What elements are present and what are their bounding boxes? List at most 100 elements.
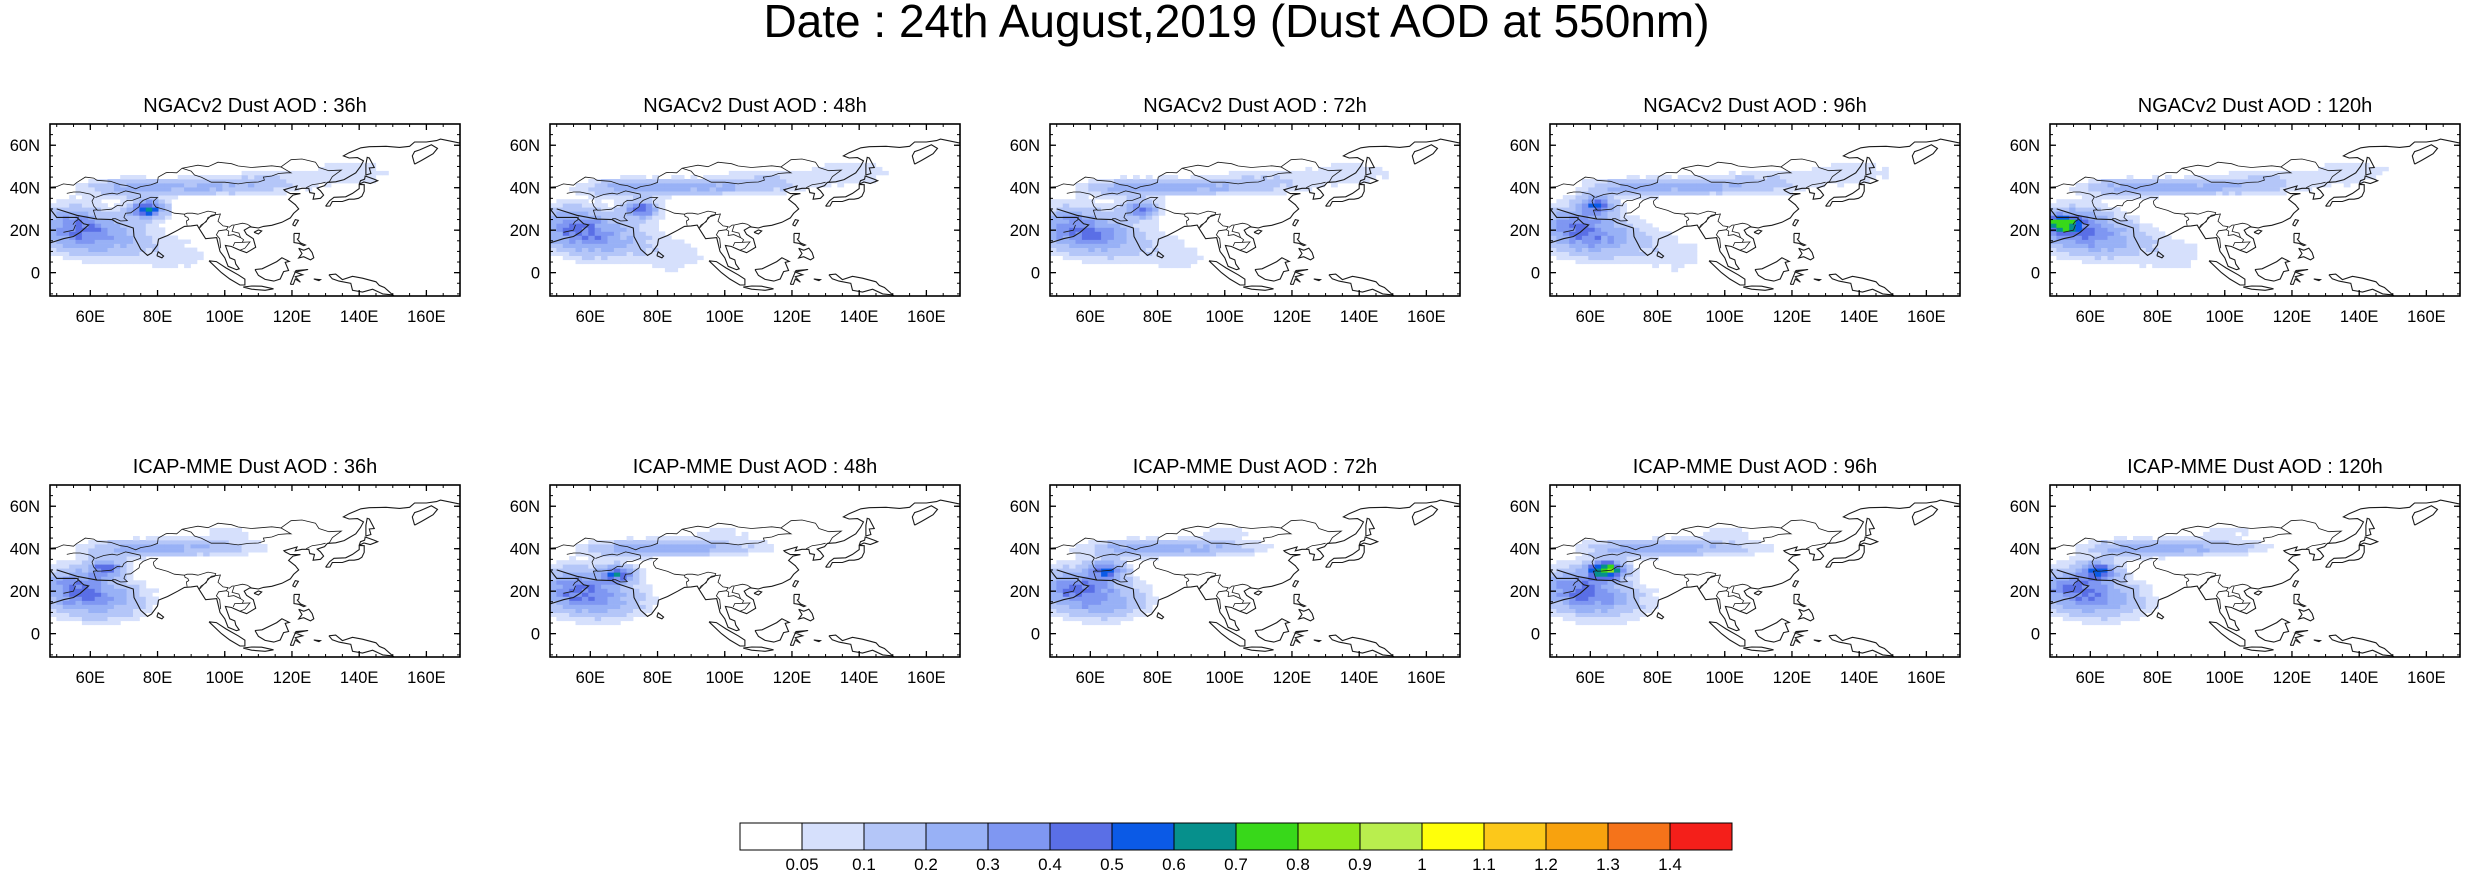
aod-cell <box>1139 548 1147 553</box>
coastline <box>1292 218 1300 227</box>
aod-cell <box>1094 227 1102 232</box>
aod-cell <box>235 183 242 188</box>
aod-cell <box>626 600 634 605</box>
aod-cell <box>75 548 83 553</box>
aod-cell <box>139 548 147 553</box>
aod-cell <box>1633 227 1640 232</box>
aod-cell <box>594 600 602 605</box>
aod-cell <box>107 596 115 601</box>
aod-cell <box>2088 219 2096 224</box>
aod-cell <box>1101 183 1108 188</box>
aod-cell <box>113 540 121 545</box>
aod-cell <box>133 203 140 208</box>
aod-cell <box>1575 219 1583 224</box>
aod-cell <box>1152 239 1159 244</box>
aod-cell <box>2362 175 2370 180</box>
aod-cell <box>875 166 883 172</box>
country-border <box>2198 213 2229 249</box>
aod-cell <box>139 600 147 605</box>
aod-cell <box>2120 239 2127 244</box>
aod-cell <box>2133 235 2140 240</box>
aod-cell <box>260 548 268 553</box>
aod-cell <box>1094 219 1102 224</box>
aod-cell <box>267 170 274 176</box>
aod-cell <box>1062 255 1070 261</box>
aod-cell <box>69 592 76 597</box>
aod-cell <box>703 179 710 184</box>
aod-cell <box>594 620 602 626</box>
aod-cell <box>158 207 166 212</box>
aod-cell <box>2139 187 2147 192</box>
aod-cell <box>1075 612 1083 617</box>
aod-cell <box>1094 251 1102 256</box>
aod-cell <box>1267 544 1274 549</box>
aod-cell <box>1088 223 1096 228</box>
aod-cell <box>203 187 210 192</box>
aod-cell <box>107 259 115 265</box>
aod-cell <box>1081 207 1089 212</box>
aod-cell <box>1107 572 1115 577</box>
aod-cell <box>81 199 89 204</box>
aod-cell <box>1171 251 1179 256</box>
aod-cell <box>88 247 96 252</box>
aod-cell <box>2088 215 2096 220</box>
aod-cell <box>2062 231 2070 236</box>
aod-cell <box>850 170 857 176</box>
aod-cell <box>735 540 742 545</box>
aod-cell <box>139 187 147 192</box>
aod-cell <box>88 203 96 208</box>
aod-cell <box>1101 187 1108 192</box>
aod-cell <box>2069 203 2076 208</box>
aod-cell <box>2139 259 2147 265</box>
aod-cell <box>1273 191 1281 196</box>
aod-cell <box>1684 247 1691 252</box>
aod-cell <box>133 231 140 236</box>
aod-cell <box>588 187 596 192</box>
aod-cell <box>2094 211 2102 216</box>
aod-cell <box>581 239 589 244</box>
aod-cell <box>562 604 570 609</box>
aod-cell <box>550 231 557 236</box>
country-border <box>50 158 343 190</box>
aod-cell <box>2133 255 2140 261</box>
aod-cell <box>139 227 147 232</box>
aod-cell <box>1818 179 1825 184</box>
aod-cell <box>1164 175 1172 180</box>
aod-cell <box>2247 170 2255 176</box>
coastline <box>1789 268 1809 285</box>
aod-cell <box>607 247 615 252</box>
aod-cell <box>1126 616 1134 622</box>
aod-cell <box>556 239 564 244</box>
aod-cell <box>1126 191 1134 196</box>
aod-cell <box>247 183 255 188</box>
aod-cell <box>1139 211 1147 216</box>
aod-cell <box>1107 255 1115 261</box>
aod-cell <box>620 540 627 545</box>
aod-cell <box>139 195 147 200</box>
y-tick-label: 60N <box>510 137 540 155</box>
aod-cell <box>588 576 596 581</box>
aod-cell <box>1145 235 1153 240</box>
aod-cell <box>222 540 230 545</box>
aod-cell <box>2337 170 2345 176</box>
aod-cell <box>1677 183 1685 188</box>
aod-cell <box>1626 251 1634 256</box>
aod-cell <box>645 536 653 541</box>
aod-cell <box>703 552 710 557</box>
aod-cell <box>133 175 140 180</box>
aod-cell <box>2056 251 2064 256</box>
aod-cell <box>2094 187 2102 192</box>
aod-cell <box>1126 231 1134 236</box>
aod-cell <box>1556 243 1564 248</box>
coastline <box>2289 268 2309 285</box>
country-border <box>1572 216 1579 225</box>
aod-cell <box>2171 179 2179 184</box>
coastline <box>2253 229 2263 235</box>
aod-cell <box>556 223 564 228</box>
aod-cell <box>1805 179 1813 184</box>
aod-cell <box>171 548 179 553</box>
aod-cell <box>2177 191 2185 196</box>
aod-cell <box>2056 239 2064 244</box>
x-tick-label: 120E <box>1273 308 1312 326</box>
aod-cell <box>652 596 659 601</box>
